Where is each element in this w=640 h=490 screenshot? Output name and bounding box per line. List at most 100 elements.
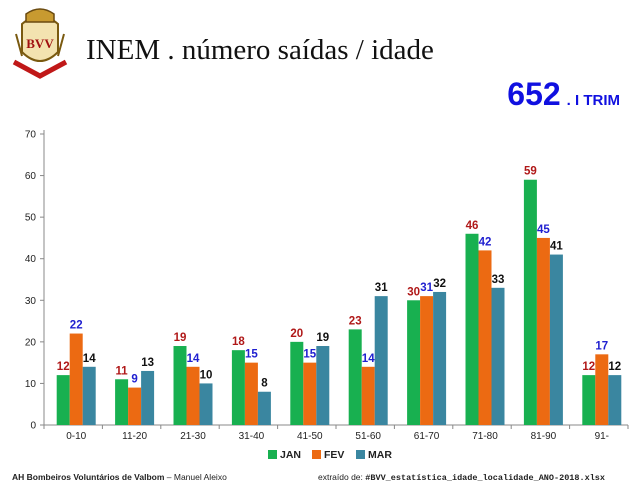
- data-label-jan: 46: [466, 220, 479, 232]
- data-label-jan: 59: [524, 166, 537, 178]
- bar-jan-0-10: [56, 375, 70, 425]
- bar-jan-91-: [582, 375, 596, 425]
- data-label-fev: 45: [537, 224, 550, 236]
- bar-jan-31-40: [231, 350, 245, 425]
- data-label-jan: 23: [349, 315, 362, 327]
- data-label-fev: 17: [595, 340, 608, 352]
- data-label-fev: 15: [303, 349, 316, 361]
- data-label-mar: 32: [433, 278, 446, 290]
- data-label-mar: 31: [375, 282, 388, 294]
- bar-mar-0-10: [82, 366, 96, 425]
- bar-jan-51-60: [348, 329, 362, 425]
- bar-mar-11-20: [141, 370, 155, 425]
- bar-fev-21-30: [186, 366, 200, 425]
- data-label-jan: 11: [116, 365, 129, 377]
- data-label-jan: 12: [582, 361, 595, 373]
- chart-axes: 0 10 20 30 40 50 60 70 0-10 11-20 21-30 31-40 41-50 5…: [25, 130, 629, 442]
- bar-jan-41-50: [290, 341, 304, 425]
- bar-chart: 0 10 20 30 40 50 60 70 0-10 11-20 21-30 31-40 41-50 5…: [25, 130, 629, 461]
- bar-jan-11-20: [115, 379, 129, 425]
- data-label-fev: 22: [70, 320, 83, 332]
- footer-source-file: #BVV_estatística_idade_localidade_ANO-20…: [365, 473, 606, 483]
- legend-swatch-jan: [268, 450, 277, 459]
- data-label-fev: 42: [479, 236, 492, 248]
- legend-label-fev: FEV: [324, 449, 344, 461]
- logo-lettering: BVV: [26, 36, 54, 51]
- y-tick-label: 0: [30, 421, 36, 432]
- data-label-mar: 8: [261, 378, 268, 390]
- period-label: . I TRIM: [566, 92, 620, 109]
- y-tick-label: 20: [25, 337, 37, 348]
- bar-jan-71-80: [465, 233, 479, 425]
- legend-swatch-mar: [356, 450, 365, 459]
- bar-jan-21-30: [173, 346, 187, 425]
- data-label-mar: 19: [316, 332, 329, 344]
- bar-fev-41-50: [303, 362, 317, 425]
- y-tick-label: 60: [25, 171, 37, 182]
- data-label-mar: 12: [608, 361, 621, 373]
- bar-jan-61-70: [407, 300, 421, 425]
- footer-source-label: extraído de:: [318, 472, 363, 482]
- legend-label-jan: JAN: [280, 449, 301, 461]
- bvv-logo: BVV: [12, 8, 68, 79]
- bar-mar-81-90: [549, 254, 563, 425]
- data-label-mar: 41: [550, 241, 563, 253]
- data-label-fev: 14: [187, 353, 200, 365]
- x-tick-label: 31-40: [239, 431, 265, 442]
- x-tick-label: 91-: [595, 431, 609, 442]
- y-tick-label: 50: [25, 213, 37, 224]
- bar-fev-11-20: [128, 387, 142, 425]
- bar-mar-61-70: [433, 291, 447, 425]
- bar-mar-21-30: [199, 383, 213, 425]
- data-label-mar: 10: [200, 369, 213, 381]
- total-count: 652: [507, 76, 561, 112]
- data-label-fev: 9: [131, 374, 137, 386]
- bar-jan-81-90: [523, 179, 537, 425]
- data-label-mar: 14: [83, 353, 96, 365]
- y-tick-label: 30: [25, 296, 37, 307]
- footer-author: – Manuel Aleixo: [166, 472, 227, 482]
- bar-fev-91-: [595, 354, 609, 425]
- legend-label-mar: MAR: [368, 449, 392, 461]
- data-label-jan: 12: [57, 361, 70, 373]
- x-tick-label: 71-80: [472, 431, 498, 442]
- data-label-fev: 14: [362, 353, 375, 365]
- x-tick-label: 11-20: [122, 431, 147, 442]
- bar-fev-51-60: [361, 366, 375, 425]
- bar-mar-41-50: [316, 346, 330, 425]
- data-label-jan: 30: [407, 286, 420, 298]
- legend-swatch-fev: [312, 450, 321, 459]
- x-tick-label: 81-90: [531, 431, 557, 442]
- data-label-jan: 18: [232, 336, 245, 348]
- y-tick-label: 70: [25, 130, 37, 141]
- footer-credit: AH Bombeiros Voluntários de Valbom – Man…: [12, 472, 227, 482]
- chart-bars: [56, 179, 622, 425]
- y-tick-label: 40: [25, 254, 37, 265]
- y-tick-label: 10: [25, 379, 37, 390]
- bar-fev-0-10: [69, 333, 83, 425]
- bar-fev-31-40: [244, 362, 258, 425]
- x-tick-label: 61-70: [414, 431, 440, 442]
- bar-mar-71-80: [491, 287, 505, 425]
- x-tick-label: 0-10: [66, 431, 86, 442]
- data-label-jan: 20: [290, 328, 303, 340]
- footer-org: AH Bombeiros Voluntários de Valbom: [12, 472, 165, 482]
- bar-mar-51-60: [374, 296, 388, 425]
- footer-source: extraído de: #BVV_estatística_idade_loca…: [318, 472, 605, 483]
- page-title: INEM . número saídas / idade: [86, 34, 434, 66]
- data-label-fev: 15: [245, 349, 258, 361]
- data-label-mar: 33: [492, 274, 505, 286]
- bar-mar-91-: [608, 375, 622, 425]
- data-label-jan: 19: [174, 332, 187, 344]
- bar-fev-61-70: [420, 296, 434, 425]
- x-tick-label: 41-50: [297, 431, 323, 442]
- x-tick-label: 21-30: [180, 431, 206, 442]
- bar-mar-31-40: [257, 391, 271, 425]
- total-block: 652 . I TRIM: [507, 76, 620, 113]
- chart-legend: JAN FEV MAR: [268, 449, 392, 461]
- data-label-fev: 31: [420, 282, 433, 294]
- x-tick-label: 51-60: [355, 431, 381, 442]
- bar-fev-71-80: [478, 250, 492, 425]
- data-label-mar: 13: [141, 357, 154, 369]
- bar-fev-81-90: [536, 237, 550, 425]
